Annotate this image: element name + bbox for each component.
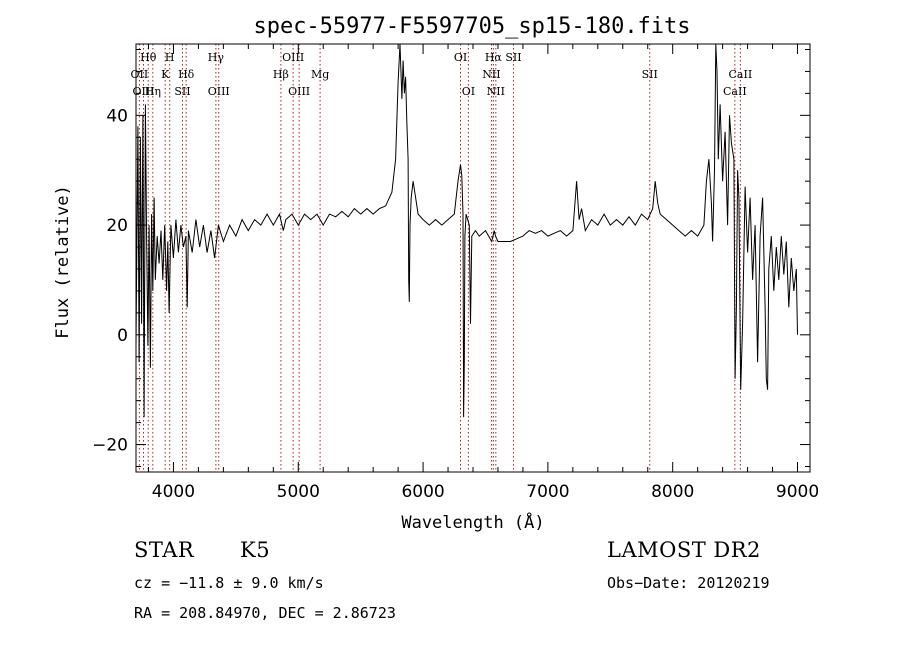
line-marker-label: H (165, 51, 175, 64)
ra-dec: RA = 208.84970, DEC = 2.86723 (134, 604, 396, 622)
line-marker-label: SII (505, 51, 521, 64)
line-marker-label: K (161, 68, 170, 81)
x-tick-label: 4000 (152, 482, 195, 502)
x-tick-label: 8000 (651, 482, 694, 502)
x-axis-ticks: 4000 5000 6000 7000 8000 9000 (147, 44, 819, 502)
object-class: STAR (134, 538, 195, 562)
line-marker-label: OIII (132, 85, 154, 98)
line-marker-label: NII (487, 85, 505, 98)
y-axis-label: Flux (relative) (53, 185, 73, 339)
line-marker-label: OIII (288, 85, 310, 98)
observation-date: Obs−Date: 20120219 (607, 574, 770, 592)
line-marker-label: Hθ (140, 51, 157, 64)
spectrum-line (135, 43, 798, 418)
object-subclass: K5 (240, 538, 271, 562)
line-marker-label: OIII (282, 51, 304, 64)
line-marker-label: OI (454, 51, 467, 64)
line-marker-label: Hδ (178, 68, 195, 81)
line-marker-label: NII (482, 68, 500, 81)
x-tick-label: 9000 (776, 482, 819, 502)
line-marker-label: CaII (723, 85, 747, 98)
y-tick-label: 20 (106, 216, 128, 236)
y-tick-label: 0 (117, 326, 128, 346)
y-tick-label: −20 (92, 436, 128, 456)
redshift-cz: cz = −11.8 ± 9.0 km/s (134, 574, 324, 592)
line-marker-label: OII (131, 68, 149, 81)
plot-frame (135, 43, 811, 473)
line-marker-label: Hγ (208, 51, 225, 64)
x-axis-label: Wavelength (Å) (401, 511, 544, 533)
line-marker-label: SII (174, 85, 190, 98)
emission-line-markers (138, 44, 741, 472)
line-marker-label: Mg (311, 68, 329, 81)
x-tick-label: 7000 (526, 482, 569, 502)
chart-title: spec-55977-F5597705_sp15-180.fits (253, 14, 690, 39)
y-axis-ticks: −20 0 20 40 (92, 48, 810, 468)
x-tick-label: 5000 (277, 482, 320, 502)
y-tick-label: 40 (106, 106, 128, 126)
line-marker-label: OI (462, 85, 475, 98)
line-marker-label: SII (642, 68, 658, 81)
x-tick-label: 6000 (401, 482, 444, 502)
line-marker-label: Hβ (273, 68, 289, 81)
line-marker-label: Hη (145, 85, 161, 98)
survey-name: LAMOST DR2 (607, 538, 761, 562)
line-marker-label: CaII (729, 68, 753, 81)
line-marker-label: Hα (485, 51, 503, 64)
line-marker-label: OIII (208, 85, 230, 98)
